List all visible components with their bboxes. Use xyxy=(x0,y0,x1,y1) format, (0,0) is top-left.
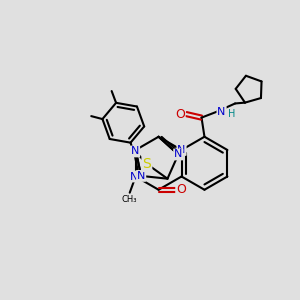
Text: H: H xyxy=(229,109,236,119)
Text: N: N xyxy=(130,172,138,182)
Text: CH₃: CH₃ xyxy=(122,195,137,204)
Text: O: O xyxy=(176,183,186,196)
Text: N: N xyxy=(174,149,182,160)
Text: N: N xyxy=(131,146,139,157)
Text: S: S xyxy=(142,157,151,171)
Text: N: N xyxy=(137,171,145,181)
Text: N: N xyxy=(218,107,226,117)
Text: N: N xyxy=(177,145,186,155)
Text: O: O xyxy=(175,108,185,121)
